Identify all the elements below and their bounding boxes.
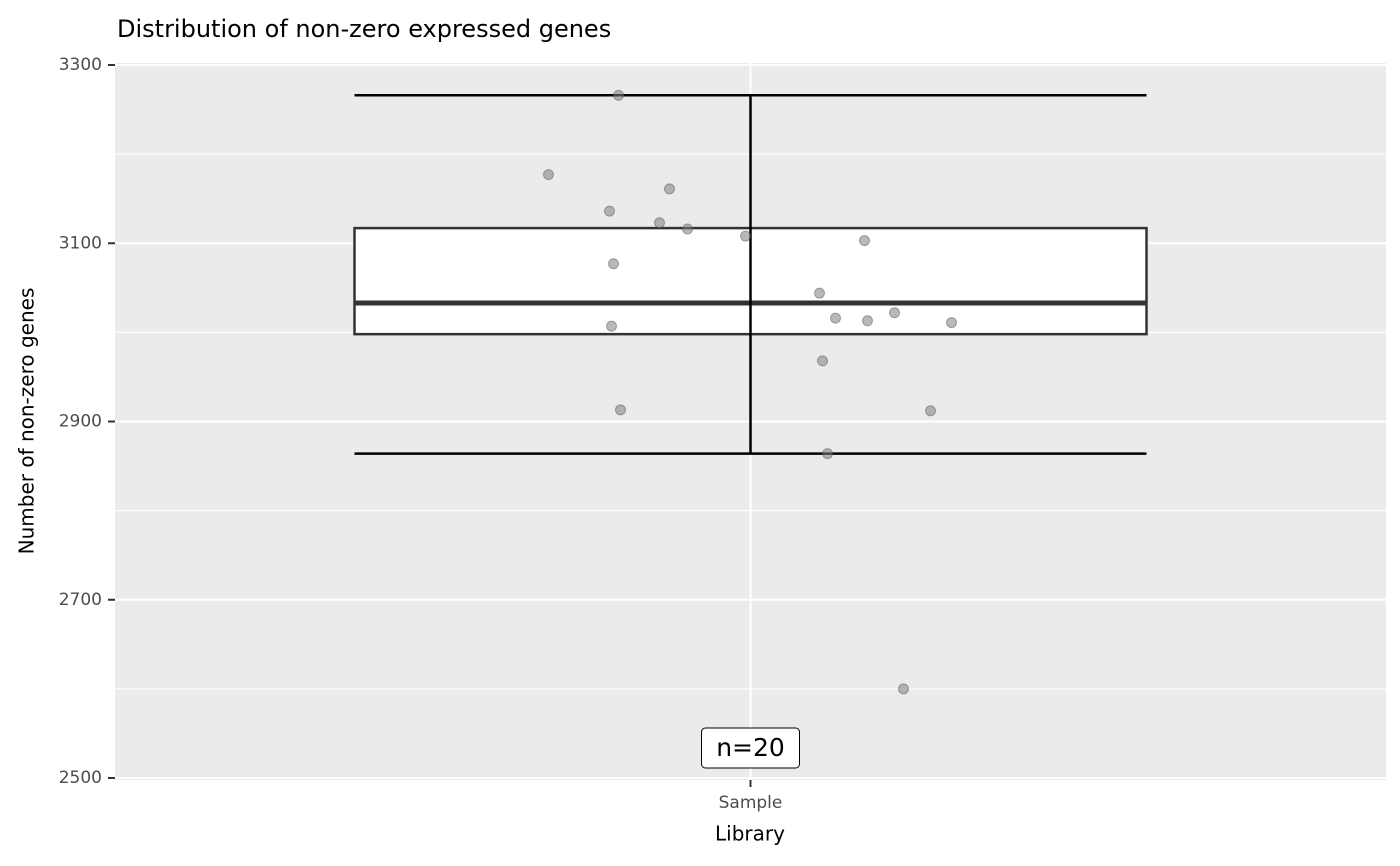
x-tick-label: Sample bbox=[719, 793, 783, 813]
annotation: n=20 bbox=[701, 727, 800, 769]
jitter-point bbox=[830, 312, 841, 324]
y-tick-label: 2700 bbox=[59, 590, 102, 610]
jitter-point bbox=[740, 230, 751, 242]
y-tick-label: 2900 bbox=[59, 412, 102, 432]
jitter-point bbox=[817, 355, 828, 367]
chart-title: Distribution of non-zero expressed genes bbox=[117, 15, 611, 43]
jitter-point bbox=[682, 223, 693, 235]
jitter-point bbox=[604, 205, 615, 217]
jitter-point bbox=[814, 287, 825, 299]
jitter-point bbox=[654, 217, 665, 229]
jitter-point bbox=[606, 320, 617, 332]
y-tick-label: 3100 bbox=[59, 233, 102, 253]
y-tick-label: 2500 bbox=[59, 768, 102, 788]
jitter-point bbox=[822, 448, 833, 460]
jitter-point bbox=[946, 317, 957, 329]
annotation-box bbox=[701, 727, 800, 769]
y-tick-label: 3300 bbox=[59, 55, 102, 75]
jitter-point bbox=[862, 315, 873, 327]
jitter-point bbox=[889, 307, 900, 319]
jitter-point bbox=[613, 89, 624, 101]
jitter-point bbox=[608, 258, 619, 270]
jitter-point bbox=[543, 169, 554, 181]
annotation-text: n=20 bbox=[716, 733, 785, 762]
y-axis-label: Number of non-zero genes bbox=[15, 288, 39, 555]
x-axis-label: Library bbox=[715, 822, 785, 846]
jitter-point bbox=[664, 183, 675, 195]
jitter-point bbox=[615, 404, 626, 416]
jitter-point bbox=[898, 683, 909, 695]
jitter-point bbox=[925, 405, 936, 417]
jitter-point bbox=[859, 235, 870, 247]
